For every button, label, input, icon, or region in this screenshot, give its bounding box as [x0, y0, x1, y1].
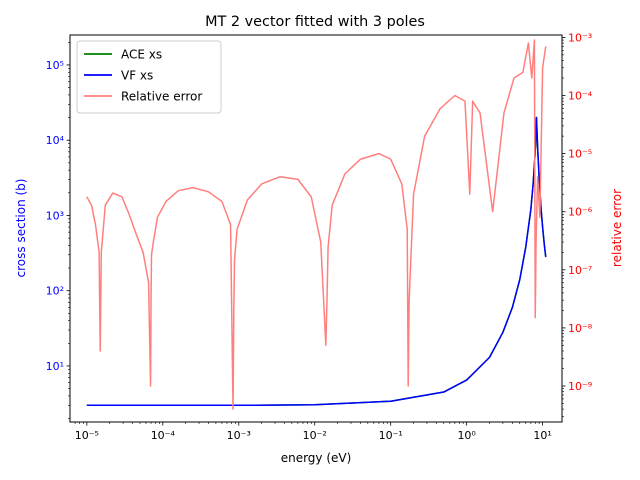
- x-tick-label: 10⁻¹: [379, 429, 403, 442]
- chart-title: MT 2 vector fitted with 3 poles: [205, 14, 425, 30]
- x-axis: 10⁻⁵ 10⁻⁴ 10⁻³ 10⁻² 10⁻¹ 10⁰ 10¹: [75, 422, 552, 442]
- x-tick-label: 10⁻⁴: [151, 429, 176, 442]
- plot-area: [86, 39, 547, 410]
- y-tick-label: 10¹: [46, 360, 64, 373]
- x-tick-label: 10⁻³: [227, 429, 251, 442]
- y2-tick-label: 10⁻⁶: [568, 206, 593, 219]
- x-tick-label: 10⁻²: [303, 429, 327, 442]
- legend-label: ACE xs: [121, 48, 162, 62]
- y-axis-label: cross section (b): [14, 179, 28, 278]
- series-line-relative-error: [86, 39, 547, 410]
- y2-tick-label: 10⁻⁸: [568, 322, 593, 335]
- y2-tick-label: 10⁻⁷: [568, 264, 592, 277]
- x-tick-label: 10⁻⁵: [75, 429, 99, 442]
- y-tick-label: 10³: [46, 209, 64, 222]
- y2-tick-label: 10⁻⁹: [568, 380, 592, 393]
- y2-tick-label: 10⁻³: [568, 31, 592, 44]
- legend-label: Relative error: [121, 90, 202, 104]
- x-tick-label: 10⁰: [457, 429, 476, 442]
- x-axis-label: energy (eV): [281, 451, 352, 465]
- y-tick-label: 10⁵: [46, 59, 64, 72]
- y-tick-label: 10²: [46, 285, 64, 298]
- legend-label: VF xs: [121, 69, 153, 83]
- x-tick-label: 10¹: [533, 429, 551, 442]
- y-tick-label: 10⁴: [46, 134, 65, 147]
- legend: ACE xs VF xs Relative error: [76, 40, 222, 114]
- left-y-axis: 10¹ 10² 10³ 10⁴ 10⁵: [46, 41, 70, 419]
- y2-tick-label: 10⁻⁴: [568, 90, 593, 103]
- y2-tick-label: 10⁻⁵: [568, 148, 592, 161]
- legend-box: [76, 40, 222, 114]
- right-y-axis: 10⁻⁹ 10⁻⁸ 10⁻⁷ 10⁻⁶ 10⁻⁵ 10⁻⁴ 10⁻³: [562, 31, 593, 417]
- y2-axis-label: relative error: [610, 189, 624, 267]
- plot-frame: [69, 34, 563, 423]
